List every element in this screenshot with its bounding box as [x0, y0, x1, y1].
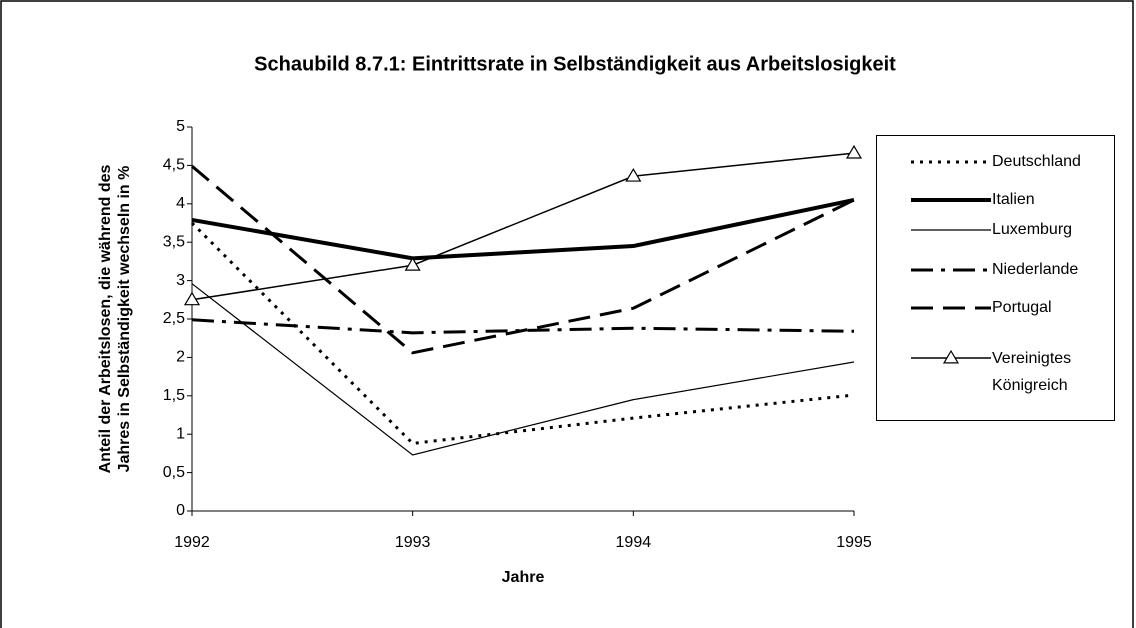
line-series	[191, 165, 855, 355]
line-series	[191, 283, 855, 456]
y-tick-label: 1	[176, 425, 185, 442]
line-series	[191, 152, 855, 301]
legend-swatch	[911, 198, 991, 202]
marker	[183, 291, 201, 306]
y-axis-label: Anteil der Arbeitslosen, die während des…	[97, 164, 133, 474]
y-tick-label: 2,5	[163, 310, 185, 327]
line-series	[191, 318, 855, 335]
x-tick-label: 1995	[836, 534, 872, 551]
marker	[404, 257, 421, 271]
legend-item: Deutschland	[877, 149, 1116, 189]
legend-item: Niederlande	[877, 257, 1116, 297]
x-tick-label: 1993	[395, 534, 431, 551]
legend-swatch	[911, 268, 991, 272]
legend-swatch	[911, 306, 991, 310]
legend-swatch	[911, 349, 991, 364]
legend-swatch	[911, 160, 991, 164]
line-series	[190, 221, 855, 445]
legend-label: Niederlande	[992, 261, 1079, 278]
legend-item: Portugal	[877, 295, 1116, 335]
legend-item: Vereinigtes Königreich	[877, 345, 1116, 394]
y-tick-label: 2	[176, 349, 185, 366]
legend-label: Portugal	[992, 299, 1052, 316]
y-tick-label: 0	[176, 502, 185, 519]
marker	[845, 144, 863, 159]
legend-swatch	[911, 229, 991, 231]
legend: Deutschland Italien Luxemburg Niederlande Po…	[876, 135, 1115, 421]
legend-item: Luxemburg	[877, 217, 1116, 257]
y-tick-label: 3,5	[163, 233, 185, 250]
y-tick-label: 5	[176, 118, 185, 135]
x-tick-label: 1994	[616, 534, 652, 551]
legend-label: Vereinigtes Königreich	[992, 350, 1072, 394]
y-tick-label: 3	[176, 272, 185, 289]
y-tick-label: 1,5	[163, 387, 185, 404]
chart-title: Schaubild 8.7.1: Eintrittsrate in Selbst…	[254, 53, 896, 75]
y-tick-label: 4,5	[163, 157, 185, 174]
legend-item: Italien	[877, 187, 1116, 227]
line-series	[191, 198, 855, 261]
legend-marker	[942, 349, 960, 364]
legend-label: Deutschland	[992, 153, 1081, 170]
legend-label: Italien	[992, 191, 1035, 208]
legend-label: Luxemburg	[992, 221, 1073, 238]
y-tick-label: 0,5	[163, 464, 185, 481]
y-tick-label: 4	[176, 195, 185, 212]
marker	[625, 167, 642, 182]
x-axis-label: Jahre	[502, 569, 545, 586]
x-tick-label: 1992	[174, 534, 210, 551]
